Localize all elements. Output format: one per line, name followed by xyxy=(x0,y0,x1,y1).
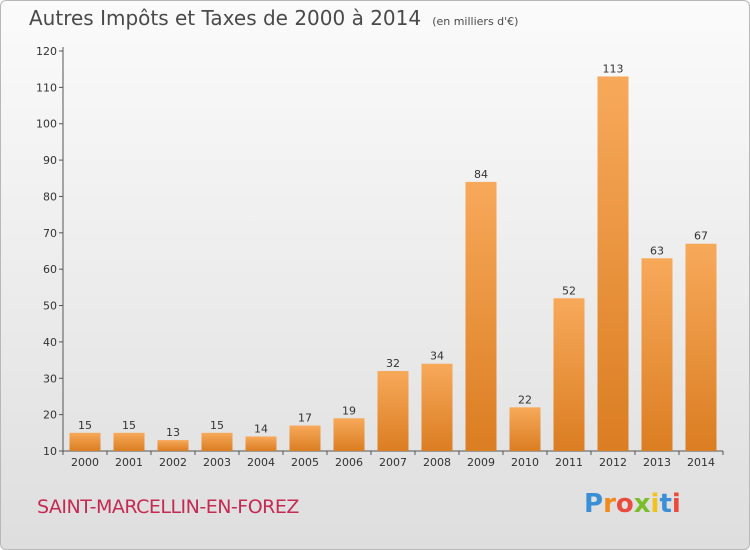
labels: 2000 15 2001 15 2002 13 2003 15 2004 14 2005 17 2006… xyxy=(71,62,715,469)
commune-name: SAINT-MARCELLIN-EN-FOREZ xyxy=(37,496,299,518)
logo-letter: P xyxy=(584,489,604,519)
y-tick-label: 90 xyxy=(43,154,57,167)
data-label: 22 xyxy=(518,393,532,406)
bar-2014 xyxy=(685,243,717,451)
data-label: 52 xyxy=(562,284,576,297)
x-tick-label: 2008 xyxy=(423,456,451,469)
x-tick-label: 2009 xyxy=(467,456,495,469)
bar-2012 xyxy=(597,76,629,452)
data-label: 15 xyxy=(210,419,224,432)
data-label: 13 xyxy=(166,426,180,439)
logo-letter: o xyxy=(615,489,634,519)
x-tick-label: 2002 xyxy=(159,456,187,469)
bar-2004 xyxy=(245,436,277,451)
logo-letter: i xyxy=(650,489,660,519)
data-label: 32 xyxy=(386,357,400,370)
bar-chart: 10 20 30 40 50 60 70 80 90 100 110 120 2000 15 2001 15… xyxy=(36,45,724,469)
chart-subtitle: (en milliers d'€) xyxy=(432,15,519,28)
y-tick-label: 10 xyxy=(43,445,57,458)
x-tick-label: 2003 xyxy=(203,456,231,469)
y-tick-label: 20 xyxy=(43,409,57,422)
data-label: 34 xyxy=(430,350,444,363)
x-tick-label: 2012 xyxy=(599,456,627,469)
data-label: 17 xyxy=(298,412,312,425)
x-tick-label: 2010 xyxy=(511,456,539,469)
data-label: 84 xyxy=(474,168,488,181)
bar-2000 xyxy=(69,432,101,451)
proxiti-logo: Proxiti xyxy=(584,489,681,519)
y-tick-label: 120 xyxy=(36,45,57,58)
bars xyxy=(69,76,717,452)
x-tick-label: 2006 xyxy=(335,456,363,469)
y-tick-label: 40 xyxy=(43,336,57,349)
bar-2007 xyxy=(377,371,409,451)
y-tick-label: 80 xyxy=(43,190,57,203)
logo-letter: i xyxy=(671,489,681,519)
bar-2009 xyxy=(465,181,497,451)
bar-2010 xyxy=(509,407,541,451)
data-label: 113 xyxy=(603,62,624,75)
logo-letter: t xyxy=(659,489,672,519)
bar-2001 xyxy=(113,432,145,451)
x-tick-label: 2013 xyxy=(643,456,671,469)
bar-2008 xyxy=(421,363,453,451)
y-tick-label: 50 xyxy=(43,300,57,313)
title-row: Autres Impôts et Taxes de 2000 à 2014 (e… xyxy=(29,6,518,30)
data-label: 15 xyxy=(78,419,92,432)
y-tick-label: 70 xyxy=(43,227,57,240)
data-label: 15 xyxy=(122,419,136,432)
bar-2002 xyxy=(157,440,189,451)
bar-2005 xyxy=(289,425,321,451)
y-tick-label: 110 xyxy=(36,81,57,94)
bar-2013 xyxy=(641,258,673,451)
x-tick-label: 2007 xyxy=(379,456,407,469)
bar-2006 xyxy=(333,418,365,451)
chart-title: Autres Impôts et Taxes de 2000 à 2014 xyxy=(29,6,422,30)
x-tick-label: 2000 xyxy=(71,456,99,469)
data-label: 14 xyxy=(254,422,268,435)
data-label: 67 xyxy=(694,230,708,243)
logo-letter: r xyxy=(603,489,616,519)
x-tick-label: 2001 xyxy=(115,456,143,469)
x-tick-label: 2004 xyxy=(247,456,275,469)
x-tick-label: 2005 xyxy=(291,456,319,469)
y-tick-label: 60 xyxy=(43,263,57,276)
x-tick-label: 2011 xyxy=(555,456,583,469)
y-tick-label: 100 xyxy=(36,118,57,131)
x-tick-label: 2014 xyxy=(687,456,715,469)
data-label: 63 xyxy=(650,244,664,257)
logo-letter: x xyxy=(633,489,651,519)
y-tick-label: 30 xyxy=(43,372,57,385)
axes: 10 20 30 40 50 60 70 80 90 100 110 120 xyxy=(36,45,724,458)
bar-2011 xyxy=(553,298,585,451)
bar-2003 xyxy=(201,432,233,451)
data-label: 19 xyxy=(342,404,356,417)
